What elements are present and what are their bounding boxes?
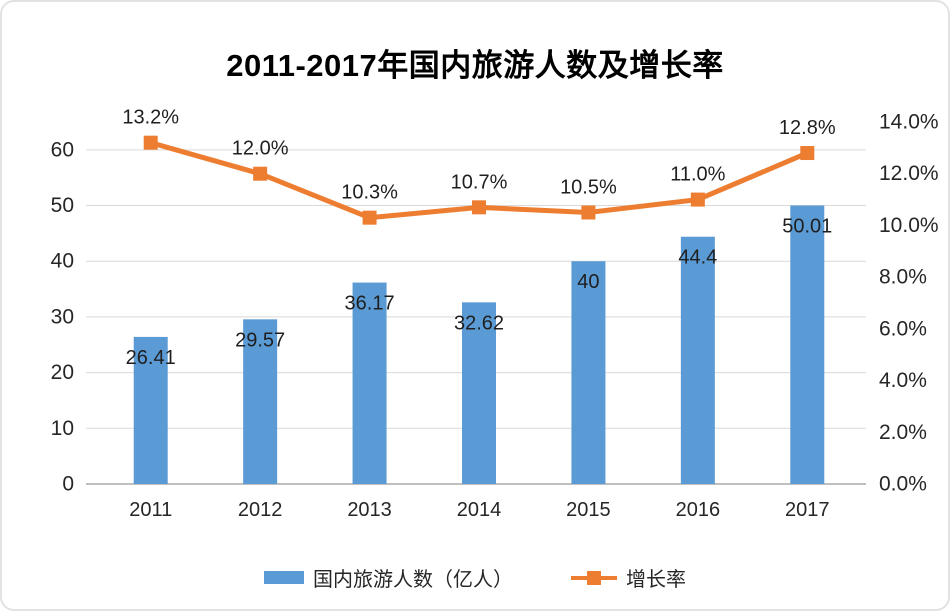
y-axis-left-tick: 20	[51, 361, 74, 384]
line-marker-2013	[362, 210, 377, 225]
line-label-2017: 12.8%	[779, 117, 836, 139]
line-series-swatch	[571, 570, 617, 585]
line-marker-2011	[143, 135, 158, 150]
line-label-2016: 11.0%	[670, 164, 725, 186]
chart-title: 2011-2017年国内旅游人数及增长率	[226, 48, 724, 83]
y-axis-right-tick: 14.0%	[879, 111, 939, 134]
y-axis-left-tick: 50	[51, 194, 74, 217]
y-axis-left-tick: 10	[51, 417, 74, 440]
y-axis-right-tick: 2.0%	[879, 421, 927, 444]
bar-label-2015: 40	[577, 271, 599, 293]
bar-series-swatch	[264, 571, 304, 584]
bar-2013	[352, 282, 387, 484]
bar-2014	[462, 302, 496, 484]
y-axis-right-tick: 4.0%	[879, 369, 927, 392]
y-axis-right-tick: 0.0%	[879, 473, 927, 496]
line-marker-2017	[800, 146, 815, 161]
y-axis-right-tick: 10.0%	[879, 214, 939, 237]
y-axis-left-tick: 30	[51, 305, 74, 328]
bar-label-2013: 36.17	[345, 293, 395, 315]
bar-series-label: 国内旅游人数（亿人）	[313, 569, 513, 591]
line-label-2014: 10.7%	[451, 171, 508, 193]
x-axis-label-2012: 2012	[238, 499, 283, 521]
y-axis-right-tick: 8.0%	[879, 266, 927, 289]
line-marker-2014	[472, 200, 486, 215]
bar-label-2012: 29.57	[235, 329, 285, 351]
y-axis-right-tick: 6.0%	[879, 317, 927, 340]
x-axis-label-2013: 2013	[347, 499, 392, 521]
y-axis-left-tick: 0	[62, 473, 74, 496]
y-axis-left-tick: 60	[51, 138, 74, 161]
line-marker-2016	[690, 192, 705, 207]
line-swatch-marker-icon	[587, 570, 601, 585]
legend: 国内旅游人数（亿人） 增长率	[2, 563, 948, 592]
line-label-2015: 10.5%	[560, 177, 617, 199]
bar-2011	[133, 336, 168, 484]
bar-label-2017: 50.01	[782, 215, 832, 237]
legend-item-bars: 国内旅游人数（亿人）	[264, 563, 513, 592]
bar-label-2011: 26.41	[126, 347, 176, 369]
x-axis-label-2016: 2016	[676, 499, 721, 521]
legend-item-line: 增长率	[571, 563, 686, 592]
bar-2016	[680, 236, 715, 484]
x-axis-label-2015: 2015	[566, 499, 611, 521]
bar-2015	[571, 261, 606, 484]
line-label-2011: 13.2%	[122, 107, 179, 129]
bar-label-2016: 44.4	[678, 247, 717, 269]
x-axis-label-2014: 2014	[457, 499, 502, 521]
bar-2012	[243, 319, 278, 484]
x-axis-label-2011: 2011	[129, 499, 172, 521]
line-series-label: 增长率	[626, 569, 686, 591]
line-label-2013: 10.3%	[341, 182, 398, 204]
line-label-2012: 12.0%	[232, 138, 289, 160]
line-marker-2015	[581, 205, 596, 220]
line-marker-2012	[253, 166, 268, 181]
x-axis-label-2017: 2017	[785, 499, 830, 521]
y-axis-left-tick: 40	[51, 250, 74, 273]
bar-2017	[790, 205, 825, 484]
y-axis-right-tick: 12.0%	[879, 162, 939, 185]
bar-label-2014: 32.62	[454, 312, 504, 334]
